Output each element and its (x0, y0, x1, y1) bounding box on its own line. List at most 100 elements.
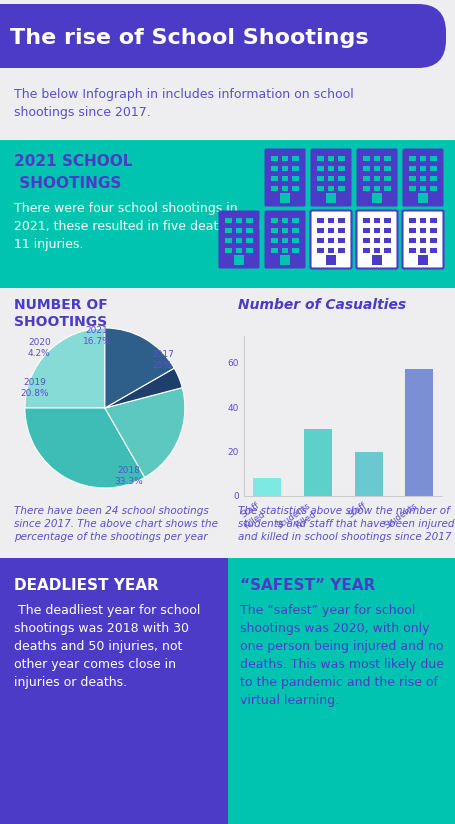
Wedge shape (105, 368, 182, 408)
Bar (327, 227, 334, 233)
FancyBboxPatch shape (310, 148, 351, 207)
Bar (317, 227, 323, 233)
Bar (317, 156, 323, 161)
Bar (363, 166, 369, 171)
Bar (419, 185, 425, 191)
Bar (363, 227, 369, 233)
Bar (384, 176, 390, 181)
Text: 2017
25%: 2017 25% (151, 350, 173, 370)
Bar (317, 248, 323, 253)
Bar (384, 227, 390, 233)
Text: The rise of School Shootings: The rise of School Shootings (10, 28, 368, 48)
Bar (317, 166, 323, 171)
Bar (0, 72, 455, 140)
Text: 2019
20.8%: 2019 20.8% (20, 378, 49, 398)
Bar (384, 218, 390, 223)
Bar (225, 248, 231, 253)
Bar (271, 185, 277, 191)
Bar (429, 156, 436, 161)
Bar (281, 218, 288, 223)
Bar (419, 237, 425, 243)
Bar (338, 237, 344, 243)
Bar (0, 558, 228, 824)
Bar (327, 185, 334, 191)
Bar (363, 185, 369, 191)
Bar (280, 255, 289, 265)
Bar (225, 227, 231, 233)
Bar (363, 176, 369, 181)
Bar (327, 156, 334, 161)
Text: Number of Casualties: Number of Casualties (238, 298, 405, 312)
Bar (253, 478, 280, 496)
Bar (235, 237, 242, 243)
Bar (384, 166, 390, 171)
FancyBboxPatch shape (402, 210, 443, 269)
Bar (326, 193, 335, 203)
Bar (292, 218, 298, 223)
Bar (338, 166, 344, 171)
Bar (271, 218, 277, 223)
Text: The statistics above show the number of
students and staff that have been injure: The statistics above show the number of … (238, 506, 454, 542)
Bar (419, 166, 425, 171)
Bar (271, 166, 277, 171)
Bar (235, 227, 242, 233)
Bar (271, 156, 277, 161)
Wedge shape (25, 328, 105, 408)
Bar (338, 248, 344, 253)
Bar (409, 166, 415, 171)
Bar (0, 140, 455, 288)
Bar (0, 288, 455, 558)
Bar (363, 156, 369, 161)
FancyBboxPatch shape (310, 210, 351, 269)
Text: 2021
16.7%: 2021 16.7% (82, 326, 111, 346)
Bar (418, 255, 427, 265)
Bar (429, 227, 436, 233)
FancyBboxPatch shape (218, 210, 259, 269)
FancyBboxPatch shape (264, 210, 305, 269)
Bar (373, 227, 379, 233)
FancyBboxPatch shape (264, 148, 305, 207)
Bar (419, 248, 425, 253)
Bar (317, 237, 323, 243)
Bar (338, 185, 344, 191)
Bar (373, 248, 379, 253)
Bar (409, 218, 415, 223)
Bar (303, 429, 331, 496)
Bar (409, 237, 415, 243)
Bar (363, 248, 369, 253)
Bar (409, 227, 415, 233)
Bar (373, 218, 379, 223)
Bar (384, 156, 390, 161)
Bar (271, 176, 277, 181)
Bar (271, 227, 277, 233)
Wedge shape (105, 328, 174, 408)
Bar (419, 176, 425, 181)
Bar (280, 193, 289, 203)
Bar (327, 218, 334, 223)
Bar (373, 237, 379, 243)
Bar (429, 248, 436, 253)
Bar (338, 227, 344, 233)
Bar (429, 237, 436, 243)
Wedge shape (25, 408, 144, 488)
Bar (372, 255, 381, 265)
Bar (373, 166, 379, 171)
Bar (354, 452, 382, 496)
Bar (317, 176, 323, 181)
Bar (246, 237, 252, 243)
Bar (338, 218, 344, 223)
Bar (281, 176, 288, 181)
Bar (281, 185, 288, 191)
Bar (228, 558, 455, 824)
Bar (338, 176, 344, 181)
Bar (429, 166, 436, 171)
Bar (338, 156, 344, 161)
Bar (292, 166, 298, 171)
Bar (281, 248, 288, 253)
Text: DEADLIEST YEAR: DEADLIEST YEAR (14, 578, 158, 593)
Bar (373, 176, 379, 181)
Text: There have been 24 school shootings
since 2017. The above chart shows the
percen: There have been 24 school shootings sinc… (14, 506, 217, 542)
Bar (246, 218, 252, 223)
Bar (384, 237, 390, 243)
Bar (409, 185, 415, 191)
